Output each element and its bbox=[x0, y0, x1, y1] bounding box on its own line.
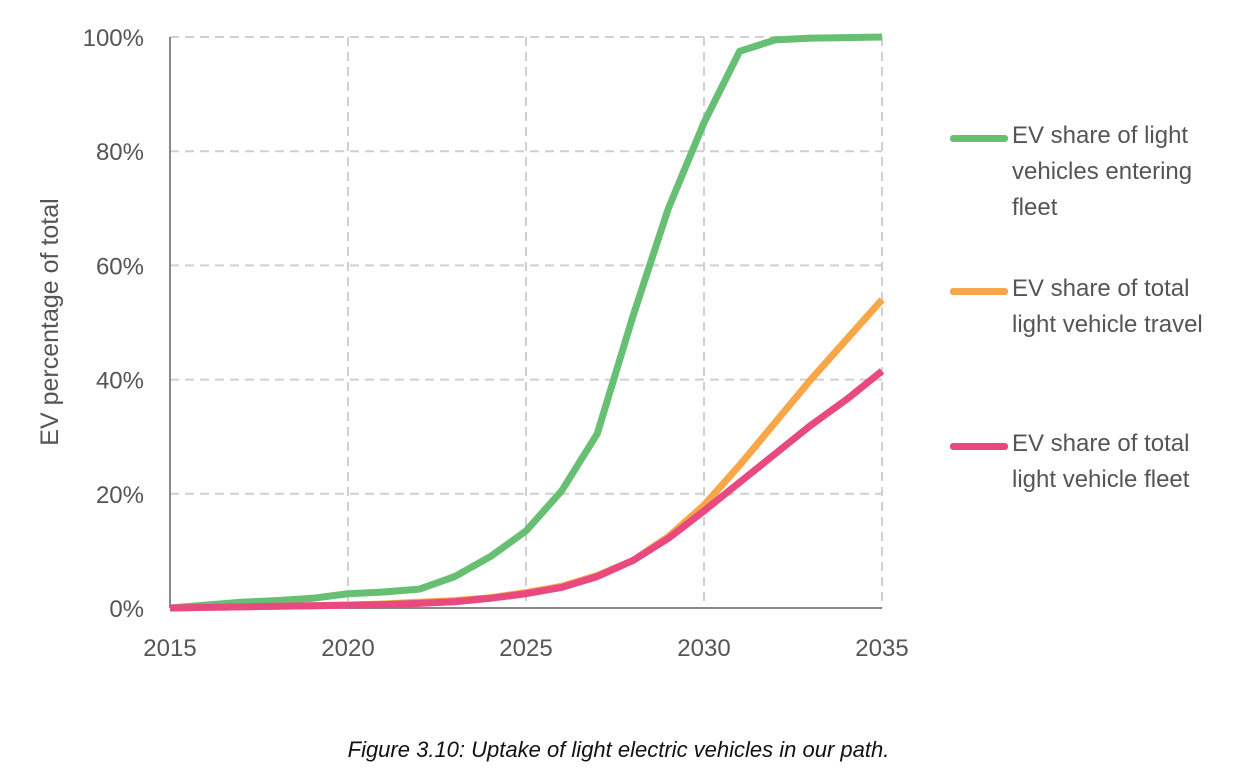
figure-caption: Figure 3.10: Uptake of light electric ve… bbox=[347, 737, 890, 762]
y-axis-label: EV percentage of total bbox=[36, 198, 64, 445]
x-tick-label: 2035 bbox=[855, 635, 908, 662]
legend-swatch bbox=[950, 135, 1008, 142]
x-tick-label: 2030 bbox=[677, 635, 730, 662]
y-tick-label: 0% bbox=[109, 596, 144, 623]
y-tick-label: 80% bbox=[96, 139, 144, 166]
x-tick-label: 2025 bbox=[499, 635, 552, 662]
series-lines bbox=[169, 33, 885, 612]
tick-labels: 0% 20% 40% 60% 80% 100% 2015 2020 2025 2030 2035 bbox=[83, 25, 909, 662]
legend-label: EV share of light vehicles entering flee… bbox=[1012, 122, 1193, 221]
legend-label: EV share of total light vehicle fleet bbox=[1012, 430, 1190, 493]
grid bbox=[169, 36, 883, 609]
y-tick-label: 40% bbox=[96, 368, 144, 395]
series-line-2 bbox=[169, 368, 885, 612]
legend-swatch bbox=[950, 288, 1008, 295]
y-tick-label: 60% bbox=[96, 253, 144, 280]
y-tick-label: 100% bbox=[83, 25, 144, 52]
x-tick-label: 2020 bbox=[321, 635, 374, 662]
y-tick-label: 20% bbox=[96, 482, 144, 509]
series-line-0 bbox=[169, 33, 883, 612]
legend-label: EV share of total light vehicle travel bbox=[1012, 275, 1203, 338]
x-tick-label: 2015 bbox=[143, 635, 196, 662]
legend-swatch bbox=[950, 443, 1008, 450]
